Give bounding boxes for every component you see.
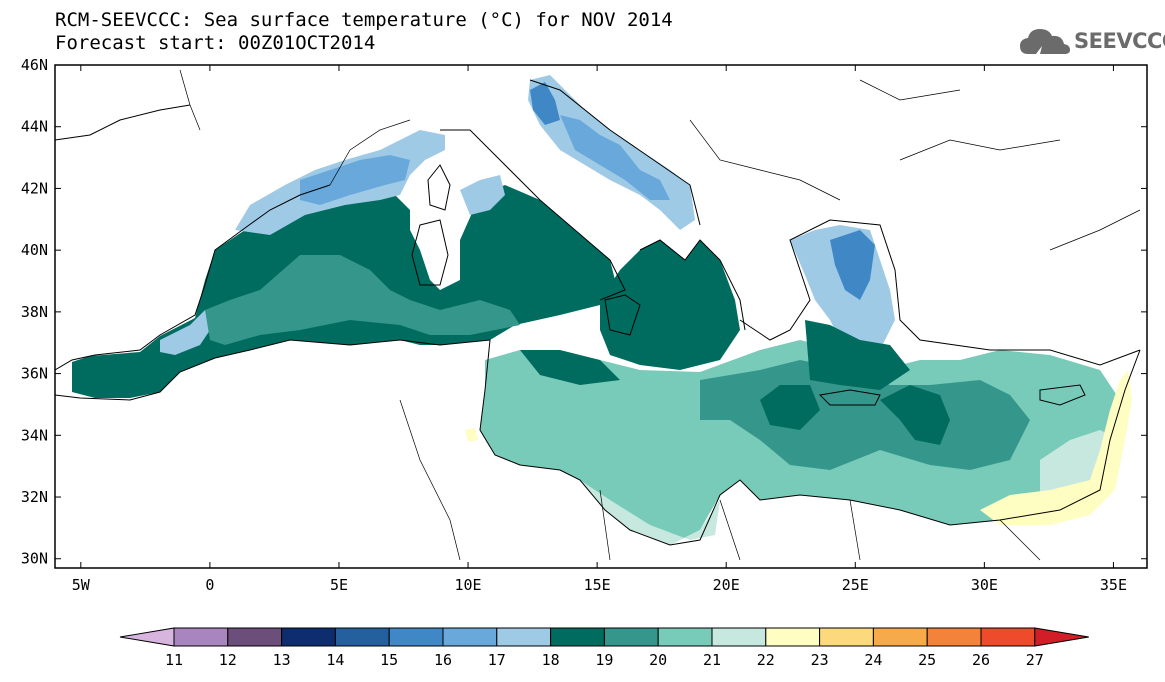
colorbar-box: [388, 627, 444, 647]
logo-text: SEEVCCC: [1074, 29, 1165, 53]
lat-label: 30N: [21, 550, 48, 568]
colorbar-label: 11: [165, 651, 183, 669]
colorbar-box: [550, 627, 605, 647]
colorbar-label: 15: [380, 651, 398, 669]
sst-19-rhodes: [880, 385, 950, 445]
colorbar-box: [442, 627, 498, 647]
iberia-coast: [55, 104, 331, 371]
colorbar-box: [711, 627, 767, 647]
sicily-coast: [604, 294, 641, 336]
colorbar-box: [603, 627, 659, 647]
coastlines: [55, 69, 1141, 561]
map-title: RCM-SEEVCCC: Sea surface temperature (°C…: [55, 9, 673, 31]
sst-17-alboran: [160, 310, 210, 355]
colorbar: 11 12 13 14 15 16 17 18 19 20 21 22 23 24 25 26 27: [119, 627, 1089, 669]
colorbar-label: 20: [649, 651, 667, 669]
seevccc-logo: SEEVCCC: [1018, 24, 1165, 58]
lon-label: 5E: [330, 576, 348, 594]
sst-field: [72, 75, 1132, 545]
sardinia-coast: [411, 219, 449, 286]
sst-22-libyan-coast: [580, 480, 720, 545]
colorbar-box: [281, 627, 336, 647]
lat-label: 42N: [21, 179, 48, 197]
colorbar-label: 12: [219, 651, 237, 669]
map-frame: [54, 64, 1148, 569]
cloud-icon: [1020, 29, 1070, 54]
colorbar-label: 26: [972, 651, 990, 669]
sst-17-tyrrhenian-north: [460, 175, 505, 215]
colorbar-box: [227, 627, 283, 647]
longitude-ticks: 5W 0 5E 10E 15E 20E 25E 30E 35E: [72, 65, 1127, 594]
colorbar-box: [765, 627, 821, 647]
sst-15-north-aegean: [830, 230, 875, 300]
colorbar-label: 21: [703, 651, 721, 669]
lon-label: 0: [205, 576, 214, 594]
sst-15-adriatic-north: [530, 82, 560, 125]
latitude-ticks: 46N 44N 42N 40N 38N 36N 34N 32N 30N: [21, 56, 1147, 568]
cyprus-coast: [1039, 384, 1086, 406]
lon-label: 30E: [971, 576, 998, 594]
lat-label: 44N: [21, 118, 48, 136]
colorbar-label: 25: [918, 651, 936, 669]
lon-label: 5W: [72, 576, 91, 594]
colorbar-label: 14: [326, 651, 344, 669]
colorbar-label: 23: [811, 651, 829, 669]
north-africa-coast: [55, 339, 1141, 546]
sst-16-gulf-of-lion: [300, 155, 410, 205]
colorbar-label: 18: [542, 651, 560, 669]
crete-coast: [818, 389, 881, 406]
colorbar-box: [334, 627, 390, 647]
sst-23-levant-coast: [980, 370, 1132, 525]
sst-19-south-aegean: [805, 320, 910, 390]
colorbar-box: [980, 627, 1036, 647]
lat-label: 34N: [21, 426, 48, 444]
colorbar-label: 24: [864, 651, 882, 669]
lon-label: 25E: [842, 576, 869, 594]
greece-coast: [739, 219, 1141, 366]
colorbar-over-triangle: [1034, 627, 1089, 647]
lon-label: 10E: [455, 576, 482, 594]
sst-19-central-strip: [520, 350, 620, 385]
forecast-start-label: Forecast start: 00Z01OCT2014: [55, 32, 376, 54]
sst-19-ionian: [600, 240, 740, 370]
colorbar-label: 22: [757, 651, 775, 669]
colorbar-label: 17: [488, 651, 506, 669]
colorbar-box: [819, 627, 874, 647]
lat-label: 40N: [21, 241, 48, 259]
lat-label: 32N: [21, 488, 48, 506]
border-lines: [179, 69, 1141, 561]
colorbar-box: [657, 627, 713, 647]
lat-label: 46N: [21, 56, 48, 74]
sst-20-algerian: [205, 255, 520, 345]
sst-19-levantine: [760, 385, 820, 430]
lon-label: 15E: [584, 576, 611, 594]
lat-label: 36N: [21, 365, 48, 383]
lon-label: 20E: [713, 576, 740, 594]
corsica-coast: [427, 164, 451, 211]
sst-16-adriatic: [560, 115, 670, 200]
colorbar-label: 13: [273, 651, 291, 669]
lon-label: 35E: [1100, 576, 1127, 594]
colorbar-box: [872, 627, 928, 647]
colorbar-box: [173, 627, 229, 647]
colorbar-box: [926, 627, 982, 647]
colorbar-label: 19: [595, 651, 613, 669]
colorbar-label: 16: [434, 651, 452, 669]
italy-coast: [440, 79, 746, 331]
lat-label: 38N: [21, 303, 48, 321]
colorbar-label: 27: [1026, 651, 1044, 669]
colorbar-box: [496, 627, 552, 647]
colorbar-under-triangle: [119, 627, 175, 647]
sst-23-tunisia-coast: [465, 428, 478, 442]
